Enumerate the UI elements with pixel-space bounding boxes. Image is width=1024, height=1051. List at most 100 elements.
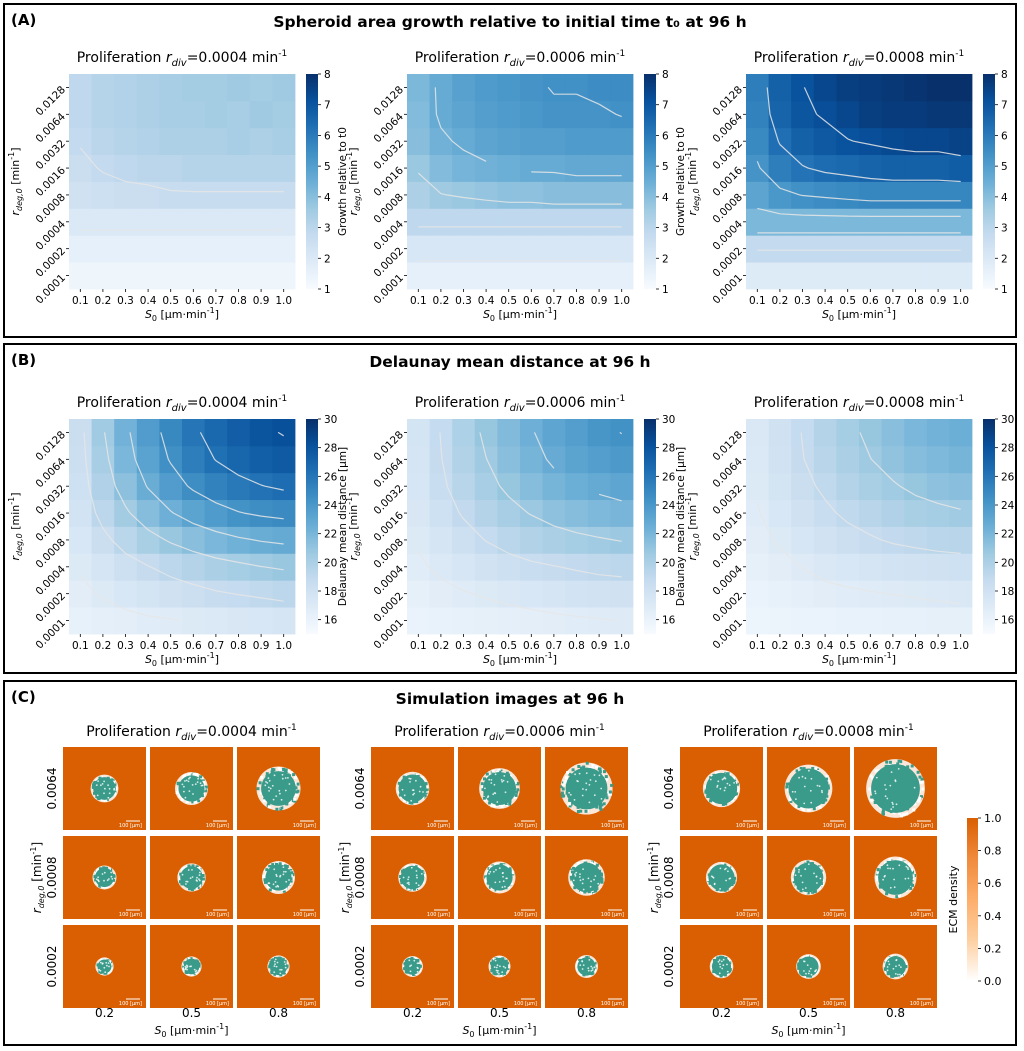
void-speck xyxy=(798,776,800,779)
x-tick-label: 0.9 xyxy=(930,295,947,307)
void-speck xyxy=(268,779,271,782)
void-speck xyxy=(582,788,584,790)
void-speck xyxy=(589,885,592,888)
heatmap-cell xyxy=(497,181,521,209)
colorbar-label: ECM density xyxy=(947,865,960,933)
void-speck xyxy=(276,884,279,887)
heatmap-cell xyxy=(497,74,521,102)
heatmap-cell xyxy=(610,262,634,290)
void-speck xyxy=(589,779,592,781)
edge-cell xyxy=(806,860,810,864)
y-axis-label: rdeg,0 [min-1] xyxy=(345,492,362,560)
simulation-image: 100 [μm] xyxy=(767,747,850,830)
edge-cell xyxy=(293,797,297,801)
void-speck xyxy=(494,773,497,776)
heatmap-cell xyxy=(542,74,566,102)
edge-cell xyxy=(911,870,914,874)
colorbar xyxy=(644,74,656,289)
colorbar-tick-label: 18 xyxy=(1001,586,1014,598)
heatmap-cell xyxy=(182,499,205,527)
void-speck xyxy=(801,881,804,884)
heatmap-cell xyxy=(768,262,792,290)
void-speck xyxy=(408,777,411,780)
edge-cell xyxy=(582,859,586,863)
void-speck xyxy=(282,873,285,876)
edge-cell xyxy=(516,788,520,792)
colorbar-tick-label: 5 xyxy=(662,161,669,173)
void-speck xyxy=(419,785,422,788)
heatmap-cell xyxy=(204,580,228,608)
edge-cell xyxy=(899,973,903,977)
x-tick-label: 0.8 xyxy=(577,1006,596,1020)
void-speck xyxy=(804,868,807,871)
heatmap-cell xyxy=(91,553,115,581)
edge-cell xyxy=(282,767,285,771)
cell-spheroid xyxy=(577,957,596,976)
heatmap-cell xyxy=(497,445,521,474)
heatmap-cell xyxy=(227,580,251,608)
edge-cell xyxy=(797,805,801,808)
void-speck xyxy=(891,801,894,804)
void-speck xyxy=(271,784,274,787)
edge-cell xyxy=(187,864,191,868)
edge-cell xyxy=(603,770,606,774)
colorbar-tick-label: 1 xyxy=(662,284,669,296)
void-speck xyxy=(410,866,413,869)
heatmap-cell xyxy=(904,607,928,635)
heatmap-cell xyxy=(565,127,589,156)
heatmap-cell xyxy=(69,445,92,474)
edge-cell xyxy=(811,890,815,894)
colorbar-tick-label: 24 xyxy=(1001,500,1015,512)
edge-cell xyxy=(505,865,509,869)
colorbar-tick-label: 30 xyxy=(324,414,337,426)
edge-cell xyxy=(294,782,298,786)
void-speck xyxy=(181,783,184,786)
heatmap-cell xyxy=(587,607,611,635)
edge-cell xyxy=(561,783,565,787)
colorbar-tick-label: 8 xyxy=(662,69,669,81)
heatmap-cell xyxy=(452,208,476,236)
y-tick-label: 0.0128 xyxy=(371,429,405,463)
heatmap-cell xyxy=(859,262,882,290)
x-tick-label: 0.2 xyxy=(95,1006,114,1020)
edge-cell xyxy=(920,795,923,799)
x-tick-label: 0.4 xyxy=(478,295,495,307)
void-speck xyxy=(185,964,188,967)
y-tick-label: 0.0008 xyxy=(662,857,676,899)
panel-a: (A) Spheroid area growth relative to ini… xyxy=(3,3,1017,338)
colorbar-tick-label: 28 xyxy=(324,443,337,455)
edge-cell xyxy=(288,773,291,777)
heatmap-cell xyxy=(520,74,543,102)
heatmap-cell xyxy=(159,419,183,447)
void-speck xyxy=(420,873,423,875)
colorbar xyxy=(644,419,656,634)
void-speck xyxy=(409,970,412,973)
edge-cell xyxy=(704,785,708,788)
void-speck xyxy=(488,778,491,781)
void-speck xyxy=(184,965,187,968)
void-speck xyxy=(892,803,894,805)
scale-bar-label: 100 [μm] xyxy=(293,1001,316,1007)
heatmap-cell xyxy=(159,445,183,474)
edge-cell xyxy=(806,891,810,895)
edge-cell xyxy=(283,864,287,868)
edge-cell xyxy=(604,775,608,779)
colorbar-tick-label: 3 xyxy=(662,223,669,235)
heatmap-cell xyxy=(926,262,950,290)
void-speck xyxy=(794,791,797,793)
heatmap-cell xyxy=(497,235,521,263)
heatmap-cell xyxy=(565,526,589,554)
void-speck xyxy=(415,870,418,872)
edge-cell xyxy=(280,806,284,810)
heatmap-cell xyxy=(272,419,296,447)
heatmap-cell xyxy=(249,100,273,129)
heatmap-cell xyxy=(904,208,928,236)
y-tick-label: 0.0002 xyxy=(353,946,367,988)
heatmap-cell xyxy=(520,499,543,527)
void-speck xyxy=(278,789,281,792)
heatmap-cell xyxy=(114,127,138,156)
void-speck xyxy=(719,787,722,790)
subplot-title: Proliferation rdiv=0.0004 min-1 xyxy=(77,394,288,414)
x-tick-label: 0.3 xyxy=(794,640,811,652)
heatmap-cell xyxy=(182,100,205,129)
